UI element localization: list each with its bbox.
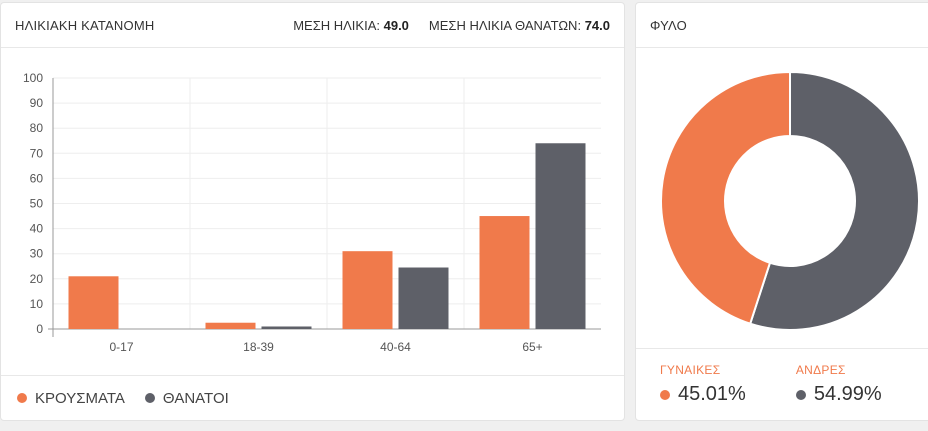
legend-deaths-label: ΘΑΝΑΤΟΙ xyxy=(162,389,229,407)
age-stats: ΜΕΣΗ ΗΛΙΚΙΑ: 49.0 ΜΕΣΗ ΗΛΙΚΙΑ ΘΑΝΑΤΩΝ: 7… xyxy=(293,18,610,33)
legend-cases[interactable]: ΚΡΟΥΣΜΑΤΑ xyxy=(17,390,125,407)
x-tick-label: 65+ xyxy=(522,340,542,354)
men-dot xyxy=(795,389,806,400)
men-label: ΑΝΔΡΕΣ xyxy=(795,363,846,377)
sex-card-title: ΦΥΛΟ xyxy=(650,17,687,33)
y-tick-label: 10 xyxy=(30,297,44,311)
legend-deaths-dot xyxy=(144,393,155,403)
bar-deaths-65+[interactable] xyxy=(535,143,586,329)
y-tick-label: 0 xyxy=(36,322,43,336)
women-value: 45.01% xyxy=(678,383,746,405)
age-card-title: ΗΛΙΚΙΑΚΗ ΚΑΤΑΝΟΜΗ xyxy=(15,17,155,33)
sex-legend: ΓΥΝΑΙΚΕΣ 45.01% ΑΝΔΡΕΣ 54.99% xyxy=(636,348,928,420)
donut-slice-men[interactable] xyxy=(748,70,920,331)
bar-deaths-18-39[interactable] xyxy=(261,326,312,329)
women-stat: ΓΥΝΑΙΚΕΣ 45.01% xyxy=(660,363,746,420)
y-tick-label: 60 xyxy=(30,171,44,185)
mean-age-label: ΜΕΣΗ ΗΛΙΚΙΑ: xyxy=(293,17,380,33)
y-tick-label: 40 xyxy=(30,222,44,236)
mean-death-age-label: ΜΕΣΗ ΗΛΙΚΙΑ ΘΑΝΑΤΩΝ: xyxy=(428,17,582,33)
women-dot xyxy=(660,389,670,400)
age-legend: ΚΡΟΥΣΜΑΤΑ ΘΑΝΑΤΟΙ xyxy=(1,375,624,420)
legend-deaths[interactable]: ΘΑΝΑΤΟΙ xyxy=(144,389,229,407)
bar-cases-0-17[interactable] xyxy=(68,276,119,329)
y-tick-label: 70 xyxy=(30,146,44,160)
bar-deaths-40-64[interactable] xyxy=(398,267,449,329)
sex-donut-chart xyxy=(660,70,920,331)
bar-cases-65+[interactable] xyxy=(479,216,530,329)
bar-cases-40-64[interactable] xyxy=(342,251,393,329)
mean-age-value: 49.0 xyxy=(383,17,409,33)
x-tick-label: 18-39 xyxy=(243,340,274,354)
bar-cases-18-39[interactable] xyxy=(205,322,256,329)
women-value-row: 45.01% xyxy=(660,383,746,406)
y-tick-label: 20 xyxy=(30,272,44,286)
mean-death-age-value: 74.0 xyxy=(584,17,610,33)
sex-distribution-card: ΦΥΛΟ ΓΥΝΑΙΚΕΣ 45.01% ΑΝΔΡΕΣ 54.99% xyxy=(635,2,928,421)
age-bar-chart: 0 10 20 30 40 50 60 70 80 90 100 0-17 18-39 40-64 65+ xyxy=(23,71,601,354)
legend-cases-dot xyxy=(17,393,27,403)
y-tick-label: 50 xyxy=(30,197,44,211)
y-tick-label: 90 xyxy=(30,96,44,110)
x-tick-label: 40-64 xyxy=(380,340,411,354)
legend-cases-label: ΚΡΟΥΣΜΑΤΑ xyxy=(35,389,125,407)
donut-slice-women[interactable] xyxy=(660,70,791,325)
age-card-header: ΗΛΙΚΙΑΚΗ ΚΑΤΑΝΟΜΗ ΜΕΣΗ ΗΛΙΚΙΑ: 49.0 ΜΕΣΗ… xyxy=(1,3,624,48)
men-value-row: 54.99% xyxy=(795,383,882,406)
women-label: ΓΥΝΑΙΚΕΣ xyxy=(660,363,721,377)
men-stat: ΑΝΔΡΕΣ 54.99% xyxy=(795,363,882,420)
y-tick-label: 30 xyxy=(30,247,44,261)
x-tick-label: 0-17 xyxy=(109,340,133,354)
men-value: 54.99% xyxy=(813,383,882,405)
mean-death-age-stat: ΜΕΣΗ ΗΛΙΚΙΑ ΘΑΝΑΤΩΝ: 74.0 xyxy=(429,18,610,33)
sex-card-header: ΦΥΛΟ xyxy=(636,3,928,48)
y-tick-label: 100 xyxy=(23,71,43,85)
y-tick-label: 80 xyxy=(30,121,44,135)
age-distribution-card: ΗΛΙΚΙΑΚΗ ΚΑΤΑΝΟΜΗ ΜΕΣΗ ΗΛΙΚΙΑ: 49.0 ΜΕΣΗ… xyxy=(0,2,625,421)
mean-age-stat: ΜΕΣΗ ΗΛΙΚΙΑ: 49.0 xyxy=(293,18,409,33)
